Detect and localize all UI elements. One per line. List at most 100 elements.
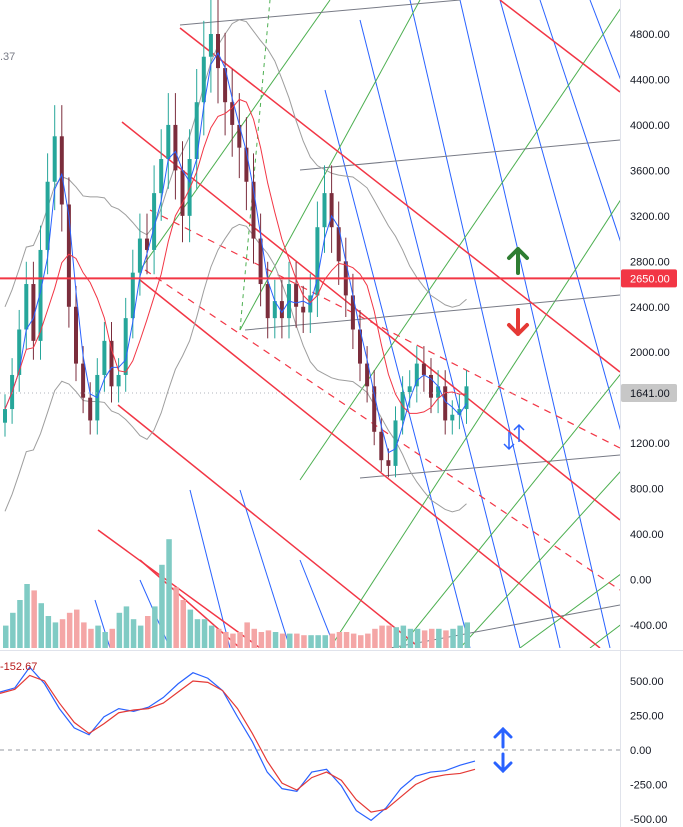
candle-body: [74, 306, 78, 364]
candle-body: [152, 193, 157, 250]
volume-bar: [88, 628, 94, 648]
candle-body: [38, 249, 43, 341]
volume-bar: [66, 612, 73, 648]
grey-channel-line: [179, 0, 461, 26]
oscillator-value-label: -152.67: [0, 661, 37, 673]
candle-body: [464, 386, 469, 410]
price-tick-label: 4800.00: [630, 29, 670, 41]
green-fan-line: [399, 374, 620, 648]
blue-fan-line: [299, 559, 336, 648]
volume-bar: [159, 564, 165, 648]
candlesticks: [3, 0, 469, 478]
volume-bar: [109, 628, 115, 648]
volume-bar: [180, 600, 186, 648]
volume-bar: [322, 635, 328, 648]
candle-body: [159, 159, 164, 194]
candle-body: [52, 136, 57, 182]
blue-fan-line: [409, 0, 561, 648]
volume-bar: [393, 627, 399, 648]
moving-average-slow: [4, 98, 467, 414]
volume-bar: [272, 632, 279, 648]
oscillator-tick-label: 0.00: [630, 745, 651, 757]
bollinger-bands: [4, 19, 467, 513]
candle-body: [194, 102, 199, 160]
green-fan-line: [519, 574, 620, 648]
volume-bar: [372, 628, 378, 648]
candle-body: [180, 170, 185, 216]
volume-bar: [102, 632, 108, 648]
volume-bar: [287, 633, 293, 648]
oscillator-tick-label: 250.00: [630, 711, 664, 723]
volume-bar: [130, 619, 137, 648]
volume-bar: [216, 628, 222, 648]
volume-bar: [365, 633, 371, 648]
oscillator-tick-label: 500.00: [630, 676, 664, 688]
volume-bar: [450, 628, 456, 648]
blue-fan-line: [359, 19, 521, 648]
grey-channel-line: [299, 139, 620, 171]
candle-body: [137, 238, 142, 273]
volume-bar: [137, 625, 144, 648]
volume-bar: [279, 633, 286, 648]
green-fan-line: [459, 471, 620, 648]
volume-bar: [116, 612, 123, 648]
price-tags: 2650.00 1641.00: [621, 269, 677, 403]
volume-bar: [265, 630, 272, 648]
price-tick-label: 4400.00: [630, 74, 670, 86]
arrow-down-red-icon: [507, 308, 529, 336]
candle-body: [123, 318, 128, 375]
volume-bar: [17, 600, 23, 648]
blue-fan-line: [539, 0, 620, 242]
volume-bar: [152, 606, 158, 648]
volume-bar: [301, 635, 307, 648]
volume-bar: [145, 616, 151, 648]
candle-body: [336, 227, 341, 262]
price-tag-box: [621, 384, 677, 403]
horizontal-line-2650[interactable]: [0, 277, 620, 394]
upper-band: [4, 19, 467, 308]
volume-bar: [38, 603, 44, 648]
candle-body: [393, 420, 398, 466]
volume-bar: [237, 632, 243, 648]
red-channel-upper: [179, 27, 620, 373]
volume-bar: [31, 590, 37, 648]
volume-bars: [3, 539, 470, 648]
price-tick-label: 3600.00: [630, 165, 670, 177]
small-arrow-down-blue-icon: [503, 432, 515, 451]
candle-body: [230, 102, 235, 125]
candle-body: [201, 56, 206, 103]
candle-body: [187, 159, 192, 216]
volume-bar: [208, 625, 215, 648]
price-tick-label: 2000.00: [630, 347, 670, 359]
candle-body: [81, 363, 86, 398]
volume-bar: [308, 635, 314, 648]
arrow-annotations: [503, 247, 529, 451]
candle-body: [414, 363, 419, 387]
green-fan-line: [329, 199, 620, 648]
volume-bar: [187, 609, 194, 648]
volume-bar: [230, 633, 236, 648]
oscillator-line-red: [0, 674, 476, 813]
candle-body: [407, 386, 412, 393]
candle-body: [244, 147, 249, 182]
volume-bar: [443, 630, 449, 648]
candle-body: [24, 284, 29, 330]
small-arrow-up-blue-icon: [513, 423, 525, 442]
volume-bar: [10, 612, 16, 648]
candle-body: [322, 193, 327, 228]
volume-bar: [407, 628, 414, 648]
volume-bar: [464, 622, 470, 648]
candle-body: [59, 136, 64, 205]
price-tag-box: [621, 269, 677, 288]
volume-bar: [74, 609, 80, 648]
volume-bar: [400, 625, 407, 648]
volume-bar: [244, 622, 250, 648]
candle-body: [258, 238, 263, 285]
price-tick-label: 2400.00: [630, 302, 670, 314]
volume-bar: [166, 539, 172, 648]
green-fan-line: [239, 0, 421, 331]
volume-bar: [24, 584, 30, 648]
volume-bar: [201, 619, 208, 648]
oscillator-arrow-up-icon: [493, 726, 513, 749]
